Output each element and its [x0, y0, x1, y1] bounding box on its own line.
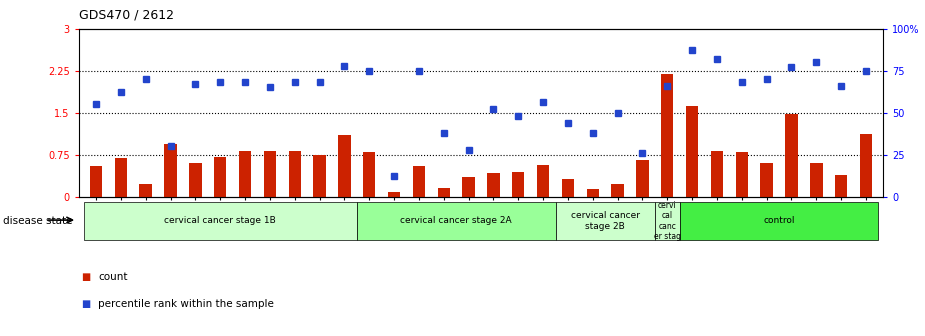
Bar — [512, 172, 524, 197]
Text: cervical cancer stage 2A: cervical cancer stage 2A — [401, 216, 512, 225]
Bar — [264, 151, 276, 197]
Bar — [90, 166, 103, 197]
Bar — [636, 160, 648, 197]
Bar — [586, 189, 599, 197]
Bar — [115, 159, 127, 197]
Text: cervi
cal
canc
er stag: cervi cal canc er stag — [654, 201, 681, 241]
Bar — [438, 188, 450, 197]
Bar — [536, 165, 549, 197]
Text: ■: ■ — [81, 299, 91, 309]
Text: GDS470 / 2612: GDS470 / 2612 — [79, 8, 174, 22]
Text: cervical cancer
stage 2B: cervical cancer stage 2B — [571, 211, 640, 230]
Text: percentile rank within the sample: percentile rank within the sample — [98, 299, 274, 309]
Bar — [83, 202, 357, 240]
Bar — [413, 166, 426, 197]
Bar — [686, 106, 698, 197]
Bar — [710, 151, 723, 197]
Bar — [239, 151, 252, 197]
Bar — [810, 163, 822, 197]
Bar — [785, 114, 797, 197]
Text: ■: ■ — [81, 272, 91, 282]
Bar — [165, 144, 177, 197]
Bar — [859, 134, 872, 197]
Bar — [735, 152, 748, 197]
Bar — [661, 75, 673, 197]
Bar — [680, 202, 879, 240]
Bar — [556, 202, 655, 240]
Bar — [561, 179, 574, 197]
Bar — [339, 135, 351, 197]
Bar — [835, 175, 847, 197]
Text: disease state: disease state — [3, 216, 72, 226]
Bar — [314, 155, 326, 197]
Bar — [760, 163, 773, 197]
Bar — [462, 177, 475, 197]
Bar — [611, 184, 623, 197]
Text: cervical cancer stage 1B: cervical cancer stage 1B — [165, 216, 276, 225]
Bar — [289, 151, 301, 197]
Bar — [357, 202, 556, 240]
Bar — [487, 173, 500, 197]
Bar — [189, 163, 202, 197]
Bar — [140, 184, 152, 197]
Text: count: count — [98, 272, 128, 282]
Bar — [214, 157, 227, 197]
Bar — [388, 192, 401, 197]
Text: control: control — [763, 216, 795, 225]
Bar — [363, 152, 376, 197]
Bar — [655, 202, 680, 240]
